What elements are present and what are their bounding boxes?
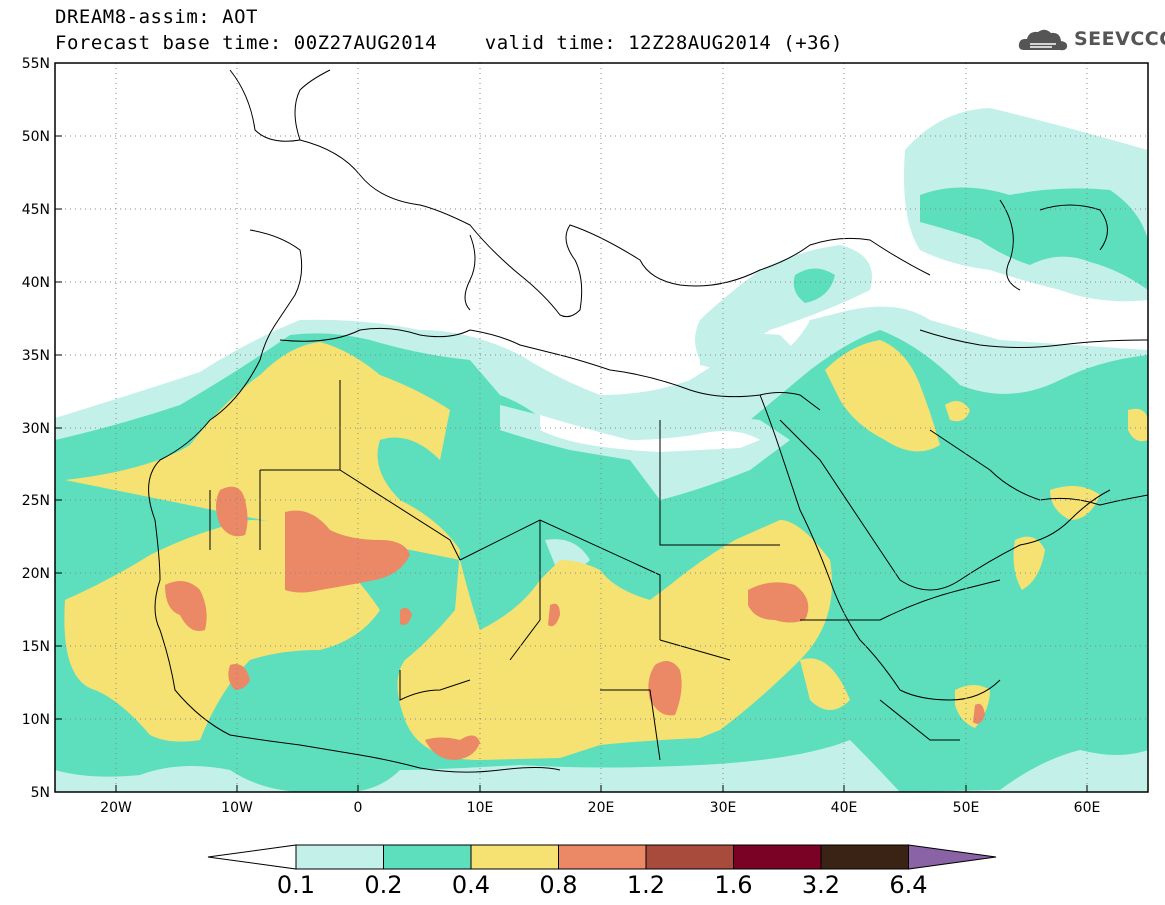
lat-label: 15N xyxy=(22,639,50,655)
lon-label: 20W xyxy=(100,800,132,816)
aot-region xyxy=(285,510,410,593)
forecast-time-line: Forecast base time: 00Z27AUG2014 valid t… xyxy=(55,32,843,54)
aot-region xyxy=(425,735,480,760)
aot-region xyxy=(65,342,832,760)
colorbar-labels: 0.1 0.2 0.4 0.8 1.2 1.6 3.2 6.4 xyxy=(277,871,928,899)
colorbar-low-arrow xyxy=(207,844,297,870)
colorbar-label: 0.1 xyxy=(277,871,315,899)
coastlines xyxy=(148,69,1148,773)
lon-label: 40E xyxy=(831,800,858,816)
axis-ticks xyxy=(55,135,1088,792)
cloud-icon xyxy=(1018,29,1068,51)
aot-region xyxy=(1013,536,1045,590)
lat-label: 50N xyxy=(22,129,50,145)
lat-label: 10N xyxy=(22,712,50,728)
colorbar-label: 0.8 xyxy=(539,871,577,899)
aot-region xyxy=(216,486,248,537)
graticule xyxy=(55,63,1148,792)
lat-label: 30N xyxy=(22,421,50,437)
colorbar-label: 1.2 xyxy=(627,871,665,899)
colorbar-label: 3.2 xyxy=(802,871,840,899)
colorbar-cell xyxy=(383,844,472,870)
map-title: DREAM8-assim: AOT xyxy=(55,6,258,28)
seevccc-logo-text: SEEVCCC xyxy=(1074,28,1165,50)
lon-label: 20E xyxy=(588,800,615,816)
colorbar-label: 0.4 xyxy=(452,871,490,899)
aot-region xyxy=(228,664,250,690)
aot-region xyxy=(1128,408,1148,442)
aot-band-orange xyxy=(165,486,985,760)
aot-region xyxy=(165,581,207,631)
colorbar-cell xyxy=(820,844,909,870)
aot-region xyxy=(400,607,412,625)
colorbar-label: 1.6 xyxy=(714,871,752,899)
aot-region xyxy=(800,658,850,710)
lat-label: 55N xyxy=(22,56,50,72)
colorbar-cell xyxy=(645,844,734,870)
colorbar-cell xyxy=(558,844,647,870)
colorbar-label: 0.2 xyxy=(364,871,402,899)
colorbar xyxy=(207,844,997,870)
colorbar-cell xyxy=(470,844,559,870)
aot-region xyxy=(648,661,682,716)
lon-label: 50E xyxy=(953,800,980,816)
aot-region xyxy=(793,268,835,303)
lat-label: 40N xyxy=(22,275,50,291)
lon-label: 0 xyxy=(354,800,363,816)
aot-region xyxy=(700,334,800,371)
colorbar-high-arrow xyxy=(908,844,997,870)
lon-label: 10W xyxy=(221,800,253,816)
aot-egypt-clear xyxy=(540,415,760,452)
lon-label: 30E xyxy=(710,800,737,816)
latitude-labels: 5N 10N 15N 20N 25N 30N 35N 40N 45N 50N 5… xyxy=(22,56,50,801)
aot-libya-light xyxy=(545,539,590,569)
aot-region xyxy=(825,340,940,452)
aot-region xyxy=(748,582,809,623)
lat-label: 25N xyxy=(22,493,50,509)
aot-region xyxy=(548,603,560,627)
lat-label: 5N xyxy=(31,785,50,801)
lon-label: 60E xyxy=(1074,800,1101,816)
lat-label: 20N xyxy=(22,566,50,582)
colorbar-cell xyxy=(295,844,384,870)
colorbar-label: 6.4 xyxy=(889,871,927,899)
colorbar-cell xyxy=(733,844,822,870)
lat-label: 35N xyxy=(22,348,50,364)
aot-region xyxy=(1050,486,1100,520)
lat-label: 45N xyxy=(22,202,50,218)
aot-region xyxy=(945,401,970,422)
aot-region xyxy=(920,187,1148,290)
longitude-labels: 20W 10W 0 10E 20E 30E 40E 50E 60E xyxy=(100,800,1100,816)
lon-label: 10E xyxy=(467,800,494,816)
